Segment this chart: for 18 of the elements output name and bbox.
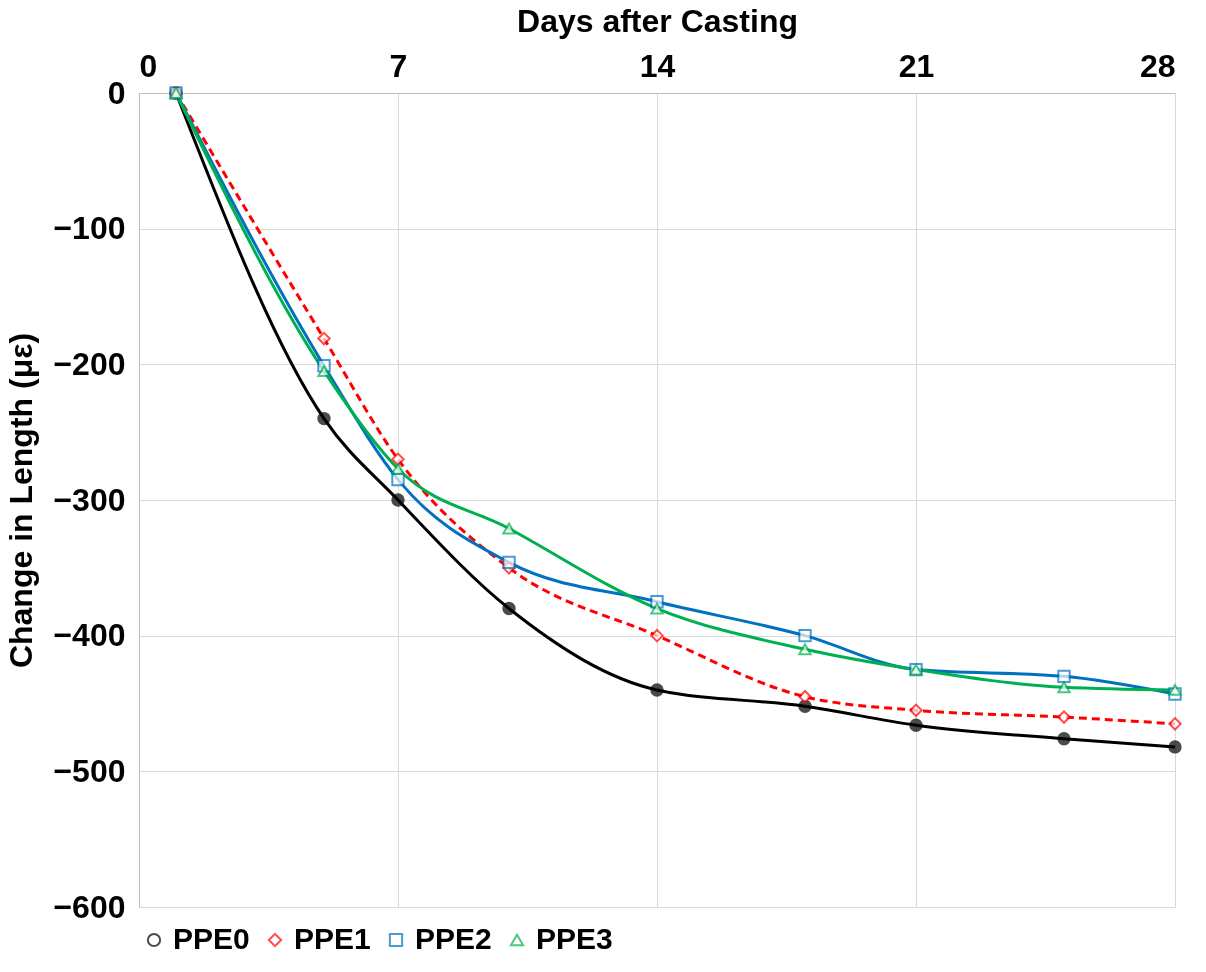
y-tick-label: −400 [53, 617, 126, 654]
x-tick-label: 0 [139, 47, 158, 84]
y-axis-title: Change in Length (με) [3, 332, 40, 669]
legend-label: PPE3 [536, 922, 613, 955]
legend-label: PPE1 [294, 922, 371, 955]
y-tick-label: −200 [53, 345, 126, 382]
legend-label: PPE2 [415, 922, 492, 955]
y-tick-label: −500 [53, 752, 126, 789]
y-tick-label: −100 [53, 210, 126, 247]
y-tick-label: −600 [53, 888, 126, 925]
x-tick-label: 21 [898, 47, 935, 84]
y-tick-label: 0 [107, 74, 126, 111]
x-axis-title: Days after Casting [517, 2, 798, 39]
y-tick-label: −300 [53, 481, 126, 518]
x-tick-label: 7 [389, 47, 408, 84]
x-tick-label: 28 [1139, 47, 1176, 84]
x-tick-label: 14 [639, 47, 676, 84]
legend-label: PPE0 [173, 922, 250, 955]
